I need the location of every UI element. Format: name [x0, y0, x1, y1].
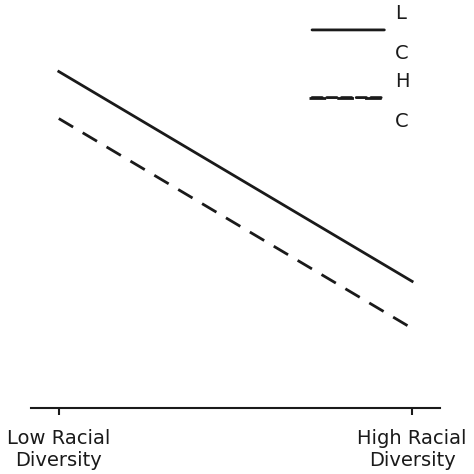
- Text: H: H: [395, 72, 410, 91]
- Text: C: C: [395, 112, 409, 131]
- Text: L: L: [395, 4, 406, 24]
- Text: C: C: [395, 44, 409, 64]
